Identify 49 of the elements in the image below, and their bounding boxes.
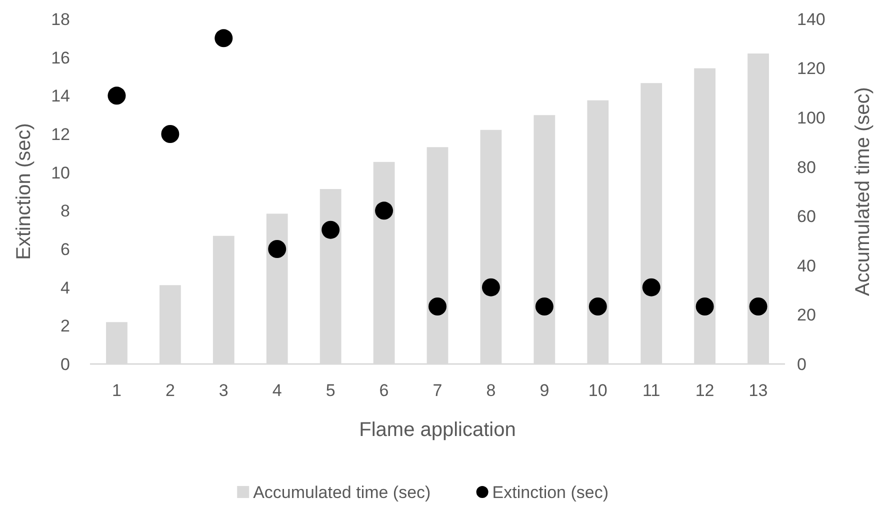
x-tick-label: 5 xyxy=(326,381,336,400)
y2-tick-label: 80 xyxy=(797,158,816,177)
y2-tick-label: 60 xyxy=(797,207,816,226)
point xyxy=(482,278,500,296)
y2-tick-label: 40 xyxy=(797,256,816,276)
point xyxy=(108,86,126,105)
x-tick-label: 12 xyxy=(695,381,714,400)
y-tick-label: 4 xyxy=(60,278,70,298)
x-tick-label: 8 xyxy=(486,381,496,400)
x-tick-label: 11 xyxy=(642,381,660,400)
y-tick-label: 12 xyxy=(51,124,70,144)
y2-tick-label: 100 xyxy=(797,108,826,128)
point xyxy=(375,202,394,220)
y-tick-label: 0 xyxy=(60,354,70,374)
point xyxy=(322,220,340,239)
point xyxy=(642,278,660,296)
x-tick-label: 3 xyxy=(218,381,228,400)
y-tick-label: 16 xyxy=(51,48,70,68)
x-tick-label: 2 xyxy=(165,381,175,400)
x-tick-label: 9 xyxy=(540,381,550,400)
y2-tick-label: 120 xyxy=(797,59,826,78)
y-tick-label: 2 xyxy=(60,316,70,336)
point xyxy=(268,240,286,258)
point xyxy=(696,298,714,316)
y2-tick-label: 140 xyxy=(797,10,826,29)
point xyxy=(588,298,607,316)
x-tick-label: 10 xyxy=(588,381,608,400)
y-tick-label: 10 xyxy=(51,163,70,182)
legend-label: Accumulated time (sec) xyxy=(253,482,431,502)
x-tick-label: 6 xyxy=(379,381,389,400)
y2-tick-label: 20 xyxy=(797,306,816,325)
y-tick-label: 8 xyxy=(60,202,70,221)
legend-label: Extinction (sec) xyxy=(492,482,609,502)
y-tick-label: 14 xyxy=(51,86,70,106)
x-tick-label: 4 xyxy=(272,381,282,400)
y2-axis-title: Accumulated time (sec) xyxy=(852,87,874,296)
x-axis-title: Flame application xyxy=(359,419,516,441)
x-tick-label: 7 xyxy=(432,381,442,400)
point xyxy=(161,125,180,143)
x-tick-label: 13 xyxy=(748,381,768,400)
y2-tick-label: 0 xyxy=(797,354,806,374)
y-tick-label: 6 xyxy=(60,240,70,259)
x-tick-label: 1 xyxy=(112,381,122,400)
point xyxy=(535,298,554,316)
point xyxy=(428,298,446,316)
y-tick-label: 18 xyxy=(51,10,70,29)
point xyxy=(214,29,233,48)
point xyxy=(749,298,768,316)
y-axis-title: Extinction (sec) xyxy=(13,123,35,260)
